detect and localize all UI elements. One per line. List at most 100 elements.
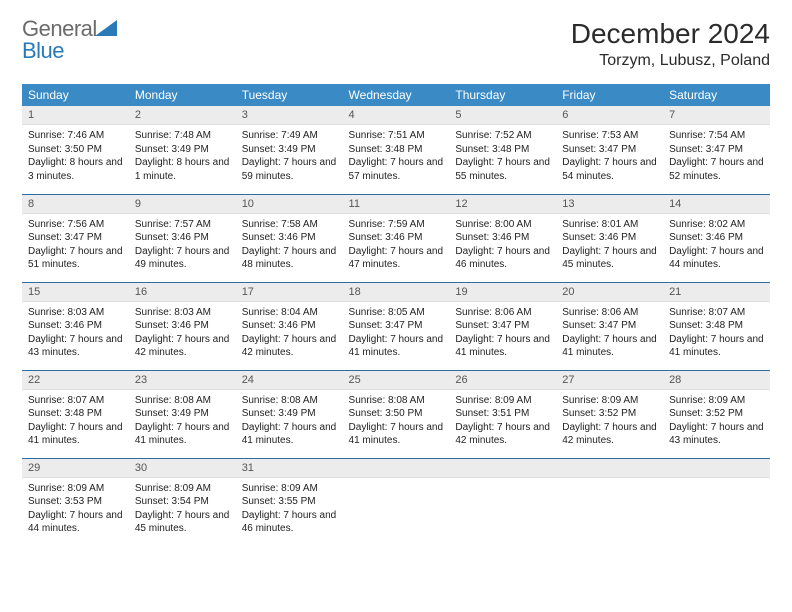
sunset-line: Sunset: 3:52 PM bbox=[562, 407, 657, 421]
day-number: 12 bbox=[449, 195, 556, 214]
sunset-line: Sunset: 3:49 PM bbox=[242, 143, 337, 157]
day-details: Sunrise: 7:58 AMSunset: 3:46 PMDaylight:… bbox=[236, 214, 343, 276]
sunset-line: Sunset: 3:47 PM bbox=[562, 319, 657, 333]
daylight-line: Daylight: 7 hours and 41 minutes. bbox=[242, 421, 337, 448]
calendar-day-cell: 22Sunrise: 8:07 AMSunset: 3:48 PMDayligh… bbox=[22, 370, 129, 458]
day-number: 15 bbox=[22, 283, 129, 302]
sunrise-line: Sunrise: 7:52 AM bbox=[455, 129, 550, 143]
day-number: . bbox=[343, 459, 450, 478]
calendar-day-cell: 25Sunrise: 8:08 AMSunset: 3:50 PMDayligh… bbox=[343, 370, 450, 458]
calendar-table: SundayMondayTuesdayWednesdayThursdayFrid… bbox=[22, 84, 770, 546]
day-details: Sunrise: 8:05 AMSunset: 3:47 PMDaylight:… bbox=[343, 302, 450, 364]
day-details: Sunrise: 8:08 AMSunset: 3:49 PMDaylight:… bbox=[129, 390, 236, 452]
sunset-line: Sunset: 3:46 PM bbox=[135, 319, 230, 333]
day-number: 6 bbox=[556, 106, 663, 125]
daylight-line: Daylight: 7 hours and 42 minutes. bbox=[242, 333, 337, 360]
sunset-line: Sunset: 3:46 PM bbox=[242, 231, 337, 245]
daylight-line: Daylight: 7 hours and 49 minutes. bbox=[135, 245, 230, 272]
day-details: Sunrise: 7:54 AMSunset: 3:47 PMDaylight:… bbox=[663, 125, 770, 187]
calendar-day-cell: 13Sunrise: 8:01 AMSunset: 3:46 PMDayligh… bbox=[556, 194, 663, 282]
day-number: 18 bbox=[343, 283, 450, 302]
weekday-header: Tuesday bbox=[236, 84, 343, 106]
sunset-line: Sunset: 3:48 PM bbox=[669, 319, 764, 333]
daylight-line: Daylight: 7 hours and 41 minutes. bbox=[349, 333, 444, 360]
sunset-line: Sunset: 3:47 PM bbox=[669, 143, 764, 157]
sunset-line: Sunset: 3:50 PM bbox=[349, 407, 444, 421]
sunrise-line: Sunrise: 8:06 AM bbox=[455, 306, 550, 320]
daylight-line: Daylight: 7 hours and 41 minutes. bbox=[349, 421, 444, 448]
calendar-week-row: 15 Sunrise: 8:03 AM Sunset: 3:46 PM Dayligh… bbox=[22, 282, 770, 370]
day-details: Sunrise: 7:48 AMSunset: 3:49 PMDaylight:… bbox=[129, 125, 236, 187]
daylight-line: Daylight: 7 hours and 52 minutes. bbox=[669, 156, 764, 183]
sunrise-line: Sunrise: 8:09 AM bbox=[669, 394, 764, 408]
daylight-line: Daylight: 7 hours and 55 minutes. bbox=[455, 156, 550, 183]
sunrise-line: Sunrise: 8:06 AM bbox=[562, 306, 657, 320]
day-details bbox=[663, 478, 770, 486]
calendar-day-cell: 19Sunrise: 8:06 AMSunset: 3:47 PMDayligh… bbox=[449, 282, 556, 370]
month-title: December 2024 bbox=[571, 18, 770, 50]
calendar-week-row: 8Sunrise: 7:56 AMSunset: 3:47 PMDaylight… bbox=[22, 194, 770, 282]
calendar-day-cell: 5Sunrise: 7:52 AMSunset: 3:48 PMDaylight… bbox=[449, 106, 556, 194]
sunrise-line: Sunrise: 7:59 AM bbox=[349, 218, 444, 232]
day-details: Sunrise: 8:01 AMSunset: 3:46 PMDaylight:… bbox=[556, 214, 663, 276]
location-subtitle: Torzym, Lubusz, Poland bbox=[571, 52, 770, 70]
day-number: 13 bbox=[556, 195, 663, 214]
day-details: Sunrise: 8:06 AMSunset: 3:47 PMDaylight:… bbox=[449, 302, 556, 364]
sunset-line: Sunset: 3:54 PM bbox=[135, 495, 230, 509]
day-number: 7 bbox=[663, 106, 770, 125]
sunrise-line: Sunrise: 8:08 AM bbox=[349, 394, 444, 408]
calendar-week-row: 22Sunrise: 8:07 AMSunset: 3:48 PMDayligh… bbox=[22, 370, 770, 458]
calendar-day-cell: 12Sunrise: 8:00 AMSunset: 3:46 PMDayligh… bbox=[449, 194, 556, 282]
sunrise-line: Sunrise: 7:57 AM bbox=[135, 218, 230, 232]
calendar-day-cell: 1Sunrise: 7:46 AMSunset: 3:50 PMDaylight… bbox=[22, 106, 129, 194]
calendar-day-cell: 17Sunrise: 8:04 AMSunset: 3:46 PMDayligh… bbox=[236, 282, 343, 370]
sunrise-line: Sunrise: 8:03 AM bbox=[28, 306, 123, 320]
weekday-header: Wednesday bbox=[343, 84, 450, 106]
daylight-line: Daylight: 7 hours and 47 minutes. bbox=[349, 245, 444, 272]
calendar-day-cell: . bbox=[556, 458, 663, 546]
daylight-line: Daylight: 7 hours and 45 minutes. bbox=[135, 509, 230, 536]
sunrise-line: Sunrise: 8:00 AM bbox=[455, 218, 550, 232]
day-details: Sunrise: 8:09 AMSunset: 3:54 PMDaylight:… bbox=[129, 478, 236, 540]
day-number: 8 bbox=[22, 195, 129, 214]
daylight-line: Daylight: 7 hours and 57 minutes. bbox=[349, 156, 444, 183]
day-number: 27 bbox=[556, 371, 663, 390]
calendar-day-cell: 30Sunrise: 8:09 AMSunset: 3:54 PMDayligh… bbox=[129, 458, 236, 546]
day-details: Sunrise: 7:49 AMSunset: 3:49 PMDaylight:… bbox=[236, 125, 343, 187]
day-details: Sunrise: 8:08 AMSunset: 3:49 PMDaylight:… bbox=[236, 390, 343, 452]
day-details: Sunrise: 8:08 AMSunset: 3:50 PMDaylight:… bbox=[343, 390, 450, 452]
day-number: 26 bbox=[449, 371, 556, 390]
day-details bbox=[449, 478, 556, 486]
day-number: 23 bbox=[129, 371, 236, 390]
calendar-day-cell: 7Sunrise: 7:54 AMSunset: 3:47 PMDaylight… bbox=[663, 106, 770, 194]
daylight-line: Daylight: 7 hours and 42 minutes. bbox=[455, 421, 550, 448]
calendar-day-cell: 31Sunrise: 8:09 AMSunset: 3:55 PMDayligh… bbox=[236, 458, 343, 546]
sunrise-line: Sunrise: 8:01 AM bbox=[562, 218, 657, 232]
day-number: 9 bbox=[129, 195, 236, 214]
sunrise-line: Sunrise: 7:48 AM bbox=[135, 129, 230, 143]
weekday-header: Saturday bbox=[663, 84, 770, 106]
sunrise-line: Sunrise: 8:04 AM bbox=[242, 306, 337, 320]
calendar-day-cell: 6Sunrise: 7:53 AMSunset: 3:47 PMDaylight… bbox=[556, 106, 663, 194]
sunset-line: Sunset: 3:55 PM bbox=[242, 495, 337, 509]
day-number: 31 bbox=[236, 459, 343, 478]
day-number: . bbox=[449, 459, 556, 478]
sunset-line: Sunset: 3:46 PM bbox=[349, 231, 444, 245]
weekday-header: Thursday bbox=[449, 84, 556, 106]
sunset-line: Sunset: 3:47 PM bbox=[349, 319, 444, 333]
sunset-line: Sunset: 3:46 PM bbox=[455, 231, 550, 245]
calendar-day-cell: 15Sunrise: 8:03 AMSunset: 3:46 PMDayligh… bbox=[22, 282, 129, 370]
calendar-day-cell: 14Sunrise: 8:02 AMSunset: 3:46 PMDayligh… bbox=[663, 194, 770, 282]
sunset-line: Sunset: 3:49 PM bbox=[135, 143, 230, 157]
daylight-line: Daylight: 8 hours and 3 minutes. bbox=[28, 156, 123, 183]
daylight-line: Daylight: 7 hours and 41 minutes. bbox=[28, 421, 123, 448]
sunset-line: Sunset: 3:50 PM bbox=[28, 143, 123, 157]
calendar-day-cell: 21Sunrise: 8:07 AMSunset: 3:48 PMDayligh… bbox=[663, 282, 770, 370]
day-details: Sunrise: 8:00 AMSunset: 3:46 PMDaylight:… bbox=[449, 214, 556, 276]
day-details: Sunrise: 8:09 AMSunset: 3:52 PMDaylight:… bbox=[663, 390, 770, 452]
sunrise-line: Sunrise: 7:53 AM bbox=[562, 129, 657, 143]
calendar-day-cell: 11Sunrise: 7:59 AMSunset: 3:46 PMDayligh… bbox=[343, 194, 450, 282]
daylight-line: Daylight: 7 hours and 48 minutes. bbox=[242, 245, 337, 272]
sunrise-line: Sunrise: 8:08 AM bbox=[135, 394, 230, 408]
day-details: Sunrise: 7:51 AMSunset: 3:48 PMDaylight:… bbox=[343, 125, 450, 187]
